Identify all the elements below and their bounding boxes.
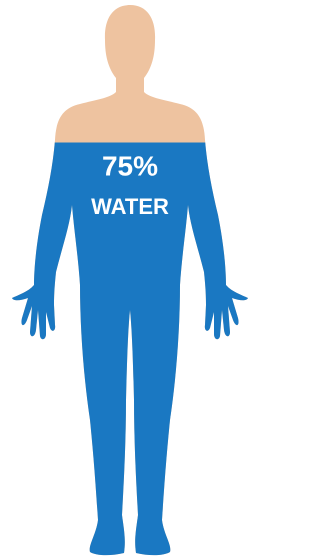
fill-label: WATER	[91, 194, 169, 219]
value-label: 75%	[102, 150, 158, 181]
body-silhouette	[0, 0, 260, 560]
infographic: 75% WATER	[0, 0, 260, 560]
